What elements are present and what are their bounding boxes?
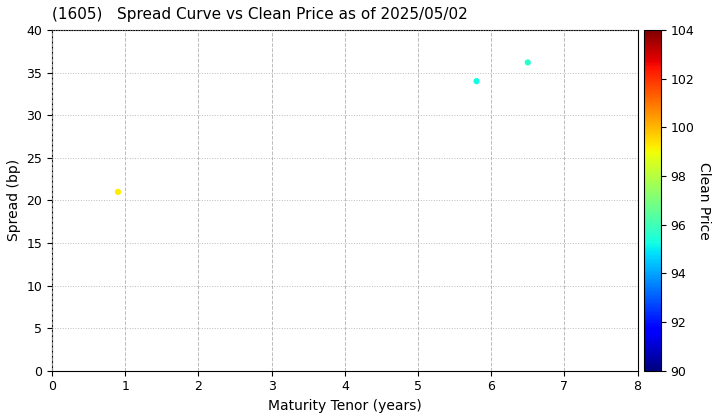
Y-axis label: Clean Price: Clean Price: [697, 162, 711, 239]
Point: [471, 78, 482, 84]
Y-axis label: Spread (bp): Spread (bp): [7, 159, 21, 242]
Text: (1605)   Spread Curve vs Clean Price as of 2025/05/02: (1605) Spread Curve vs Clean Price as of…: [52, 7, 468, 22]
Point: [522, 59, 534, 66]
X-axis label: Maturity Tenor (years): Maturity Tenor (years): [268, 399, 422, 413]
Point: [112, 189, 124, 195]
